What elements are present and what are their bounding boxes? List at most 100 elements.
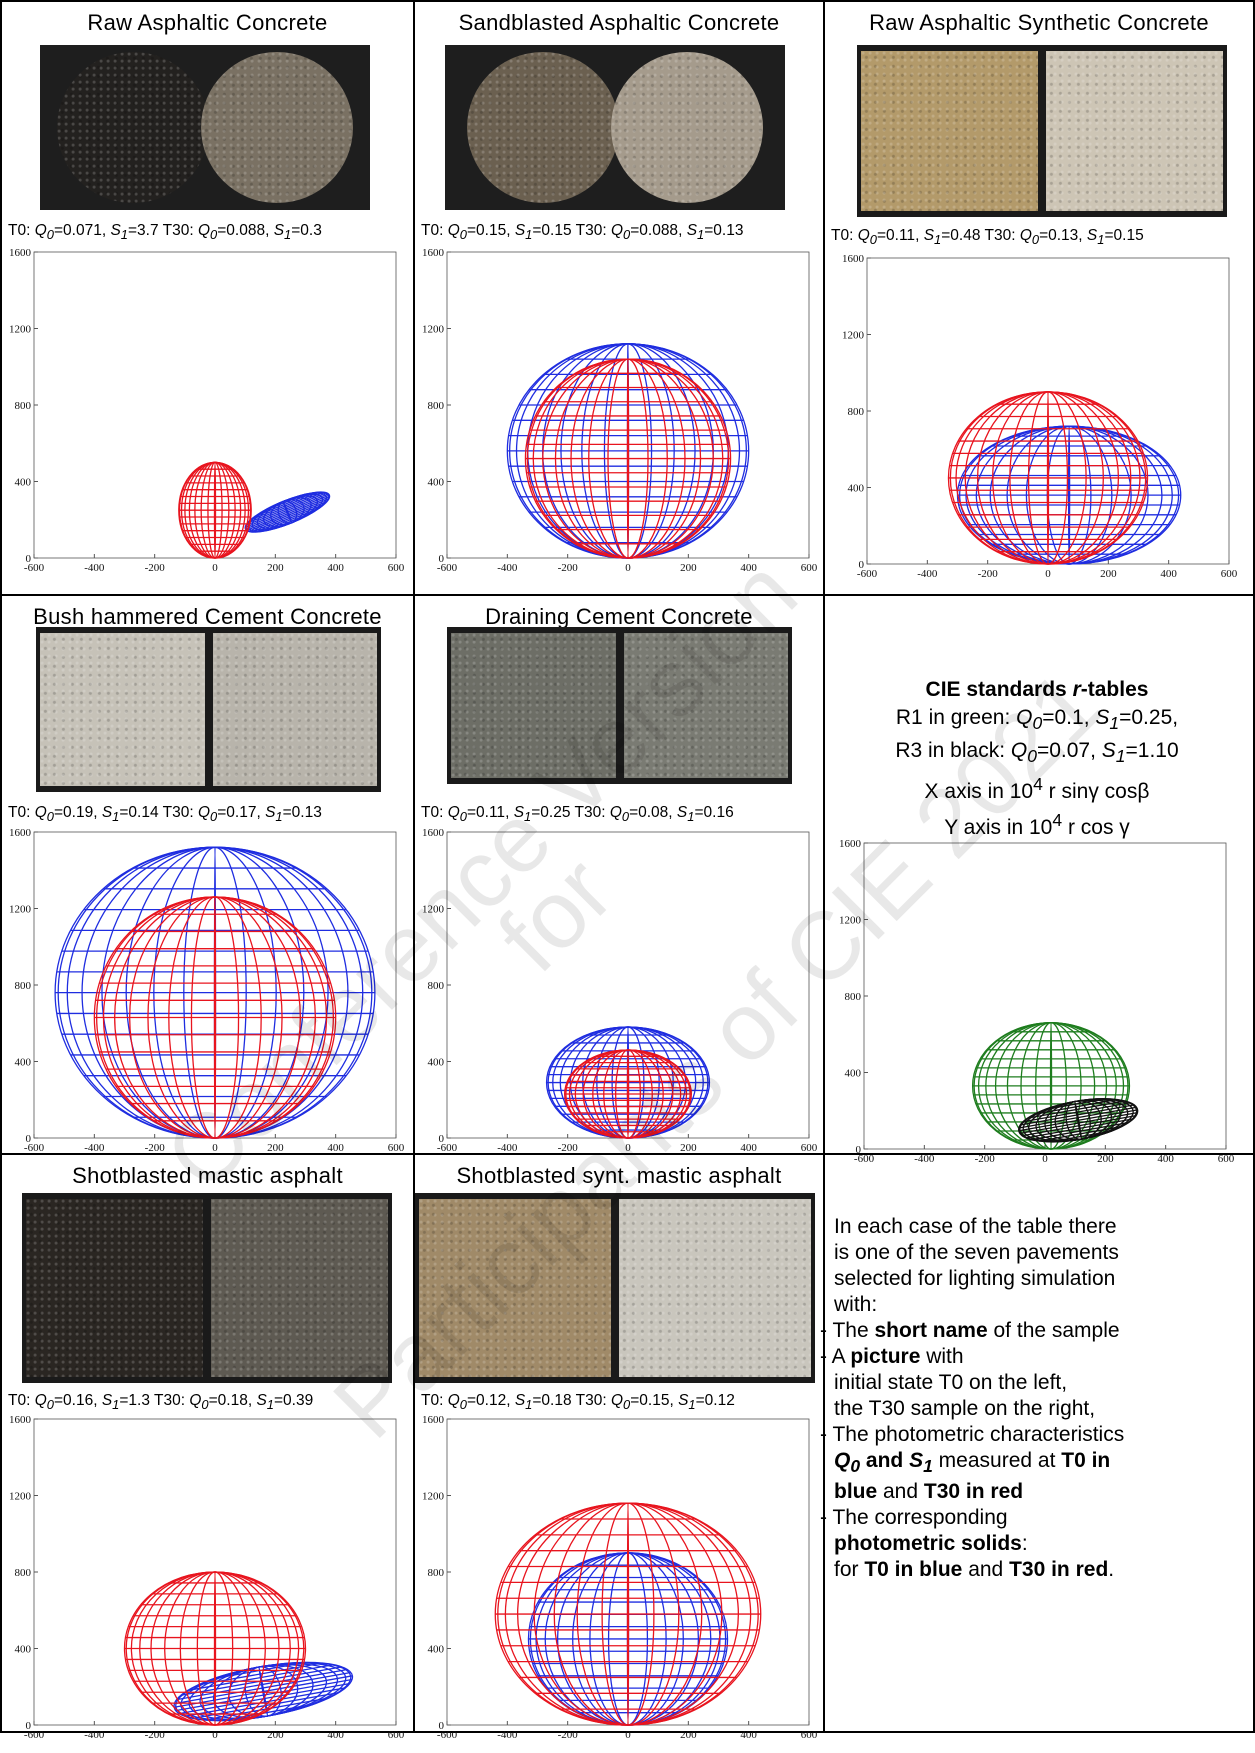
photometric-solid [93, 896, 337, 1139]
panel-title: Bush hammered Cement Concrete [33, 604, 382, 629]
t30-q0-value: 0.13 [1048, 227, 1079, 244]
cie-r3-q0: 0.07 [1049, 739, 1091, 763]
photometric-solid [524, 358, 732, 559]
cie-r1-label: R1 in green: [895, 706, 1017, 729]
notes-b4-colon: : [1021, 1532, 1028, 1556]
grid-line-col2 [823, 0, 825, 1733]
sample-t30 [623, 633, 788, 778]
photometric-solid-plot: -600 -400 -200 0 200 400 600 0 400 800 1200 1600 [419, 826, 819, 1166]
grid-line-top [0, 0, 1255, 2]
cie-r1-s1: 0.25, [1131, 706, 1179, 729]
photometric-solid-plot: -600 -400 -200 0 200 400 600 0 400 800 1200 1600 [6, 246, 406, 586]
s-sub: 1 [687, 809, 695, 825]
y-tick-label: 1200 [9, 904, 32, 916]
s-symbol: S [686, 222, 698, 239]
notes-b4-and: and [962, 1558, 1010, 1582]
photometric-solid-plot: -600 -400 -200 0 200 400 600 0 400 800 1200 1600 [419, 1413, 819, 1753]
q-sub-wrap: 0 [210, 809, 217, 824]
y-tick-label: 800 [15, 980, 32, 992]
x-tick-label: 200 [267, 1729, 284, 1741]
q-symbol: Q [447, 1392, 460, 1409]
x-tick-label: 400 [1160, 568, 1177, 580]
grid-line-row2 [0, 1153, 1255, 1155]
parallel-line [245, 494, 330, 530]
x-tick-label: 400 [740, 1142, 757, 1154]
t30-label: T30: [162, 804, 194, 821]
t30-label: T30: [575, 1392, 607, 1409]
t0-q0-value: 0.11 [886, 227, 916, 244]
x-tick-label: 200 [267, 562, 284, 574]
x-tick-label: 400 [1157, 1153, 1174, 1165]
notes-bullet-2: - A picture with [820, 1344, 1254, 1370]
y-tick-label: 1200 [422, 324, 445, 336]
q-sub-wrap: 0 [460, 1397, 467, 1412]
q-symbol: Q [197, 804, 211, 821]
pavement-panel: Shotblasted mastic asphalt T0: Q0=0.16, S… [2, 1155, 413, 1741]
q-sub-wrap: 0 [210, 227, 217, 242]
x-tick-label: 0 [212, 1729, 218, 1741]
x-tick-label: 400 [740, 1729, 757, 1741]
parallel-line [1025, 1118, 1134, 1139]
q-symbol: Q [857, 227, 870, 244]
cie-x-axis-post: r sinγ cosβ [1042, 780, 1150, 804]
sample-t30 [1046, 51, 1223, 211]
x-tick-label: -600 [437, 1142, 458, 1154]
q-sub: 0 [46, 809, 54, 825]
parallel-line [255, 503, 325, 533]
x-tick-label: -200 [975, 1153, 996, 1165]
cie-standards-block: CIE standards r-tables R1 in green: Q0=0… [895, 678, 1179, 840]
panel-title: Shotblasted mastic asphalt [72, 1163, 343, 1188]
notes-b3-q-sub: 0 [850, 1456, 861, 1477]
x-tick-label: -600 [854, 1153, 875, 1165]
s-symbol: S [513, 804, 525, 821]
parallel-line [1020, 1104, 1135, 1126]
x-tick-label: 0 [212, 1142, 218, 1154]
q-symbol: Q [197, 222, 211, 239]
y-tick-label: 0 [859, 559, 865, 571]
x-tick-label: 600 [801, 1142, 818, 1154]
y-tick-label: 1600 [422, 827, 445, 839]
q-sub: 0 [201, 1397, 209, 1413]
sample-t0 [419, 1199, 611, 1377]
s-sub-wrap: 1 [525, 1397, 532, 1412]
parallel-line [254, 492, 314, 517]
y-tick-label: 1200 [9, 324, 32, 336]
t30-q0-value: 0.088 [226, 222, 266, 239]
sample-t0 [467, 51, 619, 204]
y-tick-label: 400 [428, 477, 445, 489]
cie-r1-q0: 0.1 [1054, 706, 1084, 729]
notes-b3-s-sub: 1 [923, 1456, 933, 1477]
t0-q0-value: 0.19 [63, 804, 94, 821]
x-tick-label: 600 [388, 1142, 405, 1154]
y-tick-label: 1600 [842, 253, 865, 265]
y-tick-label: 400 [15, 1057, 32, 1069]
parallel-line [1044, 1098, 1107, 1111]
t30-s1-value: 0.16 [703, 804, 734, 821]
t30-label: T30: [162, 222, 194, 239]
photometric-solid-plot: -600 -400 -200 0 200 400 600 0 400 800 1200 1600 [6, 1413, 406, 1753]
x-tick-label: -400 [497, 1729, 518, 1741]
s-symbol: S [273, 222, 285, 239]
notes-b3-t0: T0 in [1061, 1449, 1111, 1472]
y-tick-label: 1600 [9, 827, 32, 839]
s-sub: 1 [688, 1397, 696, 1413]
notes-b4-line1: - The corresponding [820, 1506, 1008, 1530]
notes-b3-line1: - The photometric characteristics [820, 1423, 1125, 1446]
s-sub-wrap: 1 [267, 1397, 274, 1412]
pavement-panel: Bush hammered Cement Concrete T0: Q0=0.19… [2, 596, 413, 1154]
notes-b4-line3: for T0 in blue and T30 in red. [834, 1557, 1254, 1583]
q-sub: 0 [46, 1397, 54, 1413]
notes-b2-line2: initial state T0 on the left, [834, 1371, 1068, 1394]
photometric-solid [1018, 1098, 1139, 1143]
t30-label: T30: [574, 804, 606, 821]
cie-r1-s: S [1095, 706, 1110, 729]
cie-r3-s-sub: 1 [1115, 746, 1126, 767]
photometric-solid [563, 1049, 692, 1139]
sample-t0 [451, 633, 616, 778]
parallel-line [1018, 1106, 1137, 1129]
s-symbol: S [678, 1392, 689, 1409]
x-tick-label: -400 [914, 1153, 935, 1165]
